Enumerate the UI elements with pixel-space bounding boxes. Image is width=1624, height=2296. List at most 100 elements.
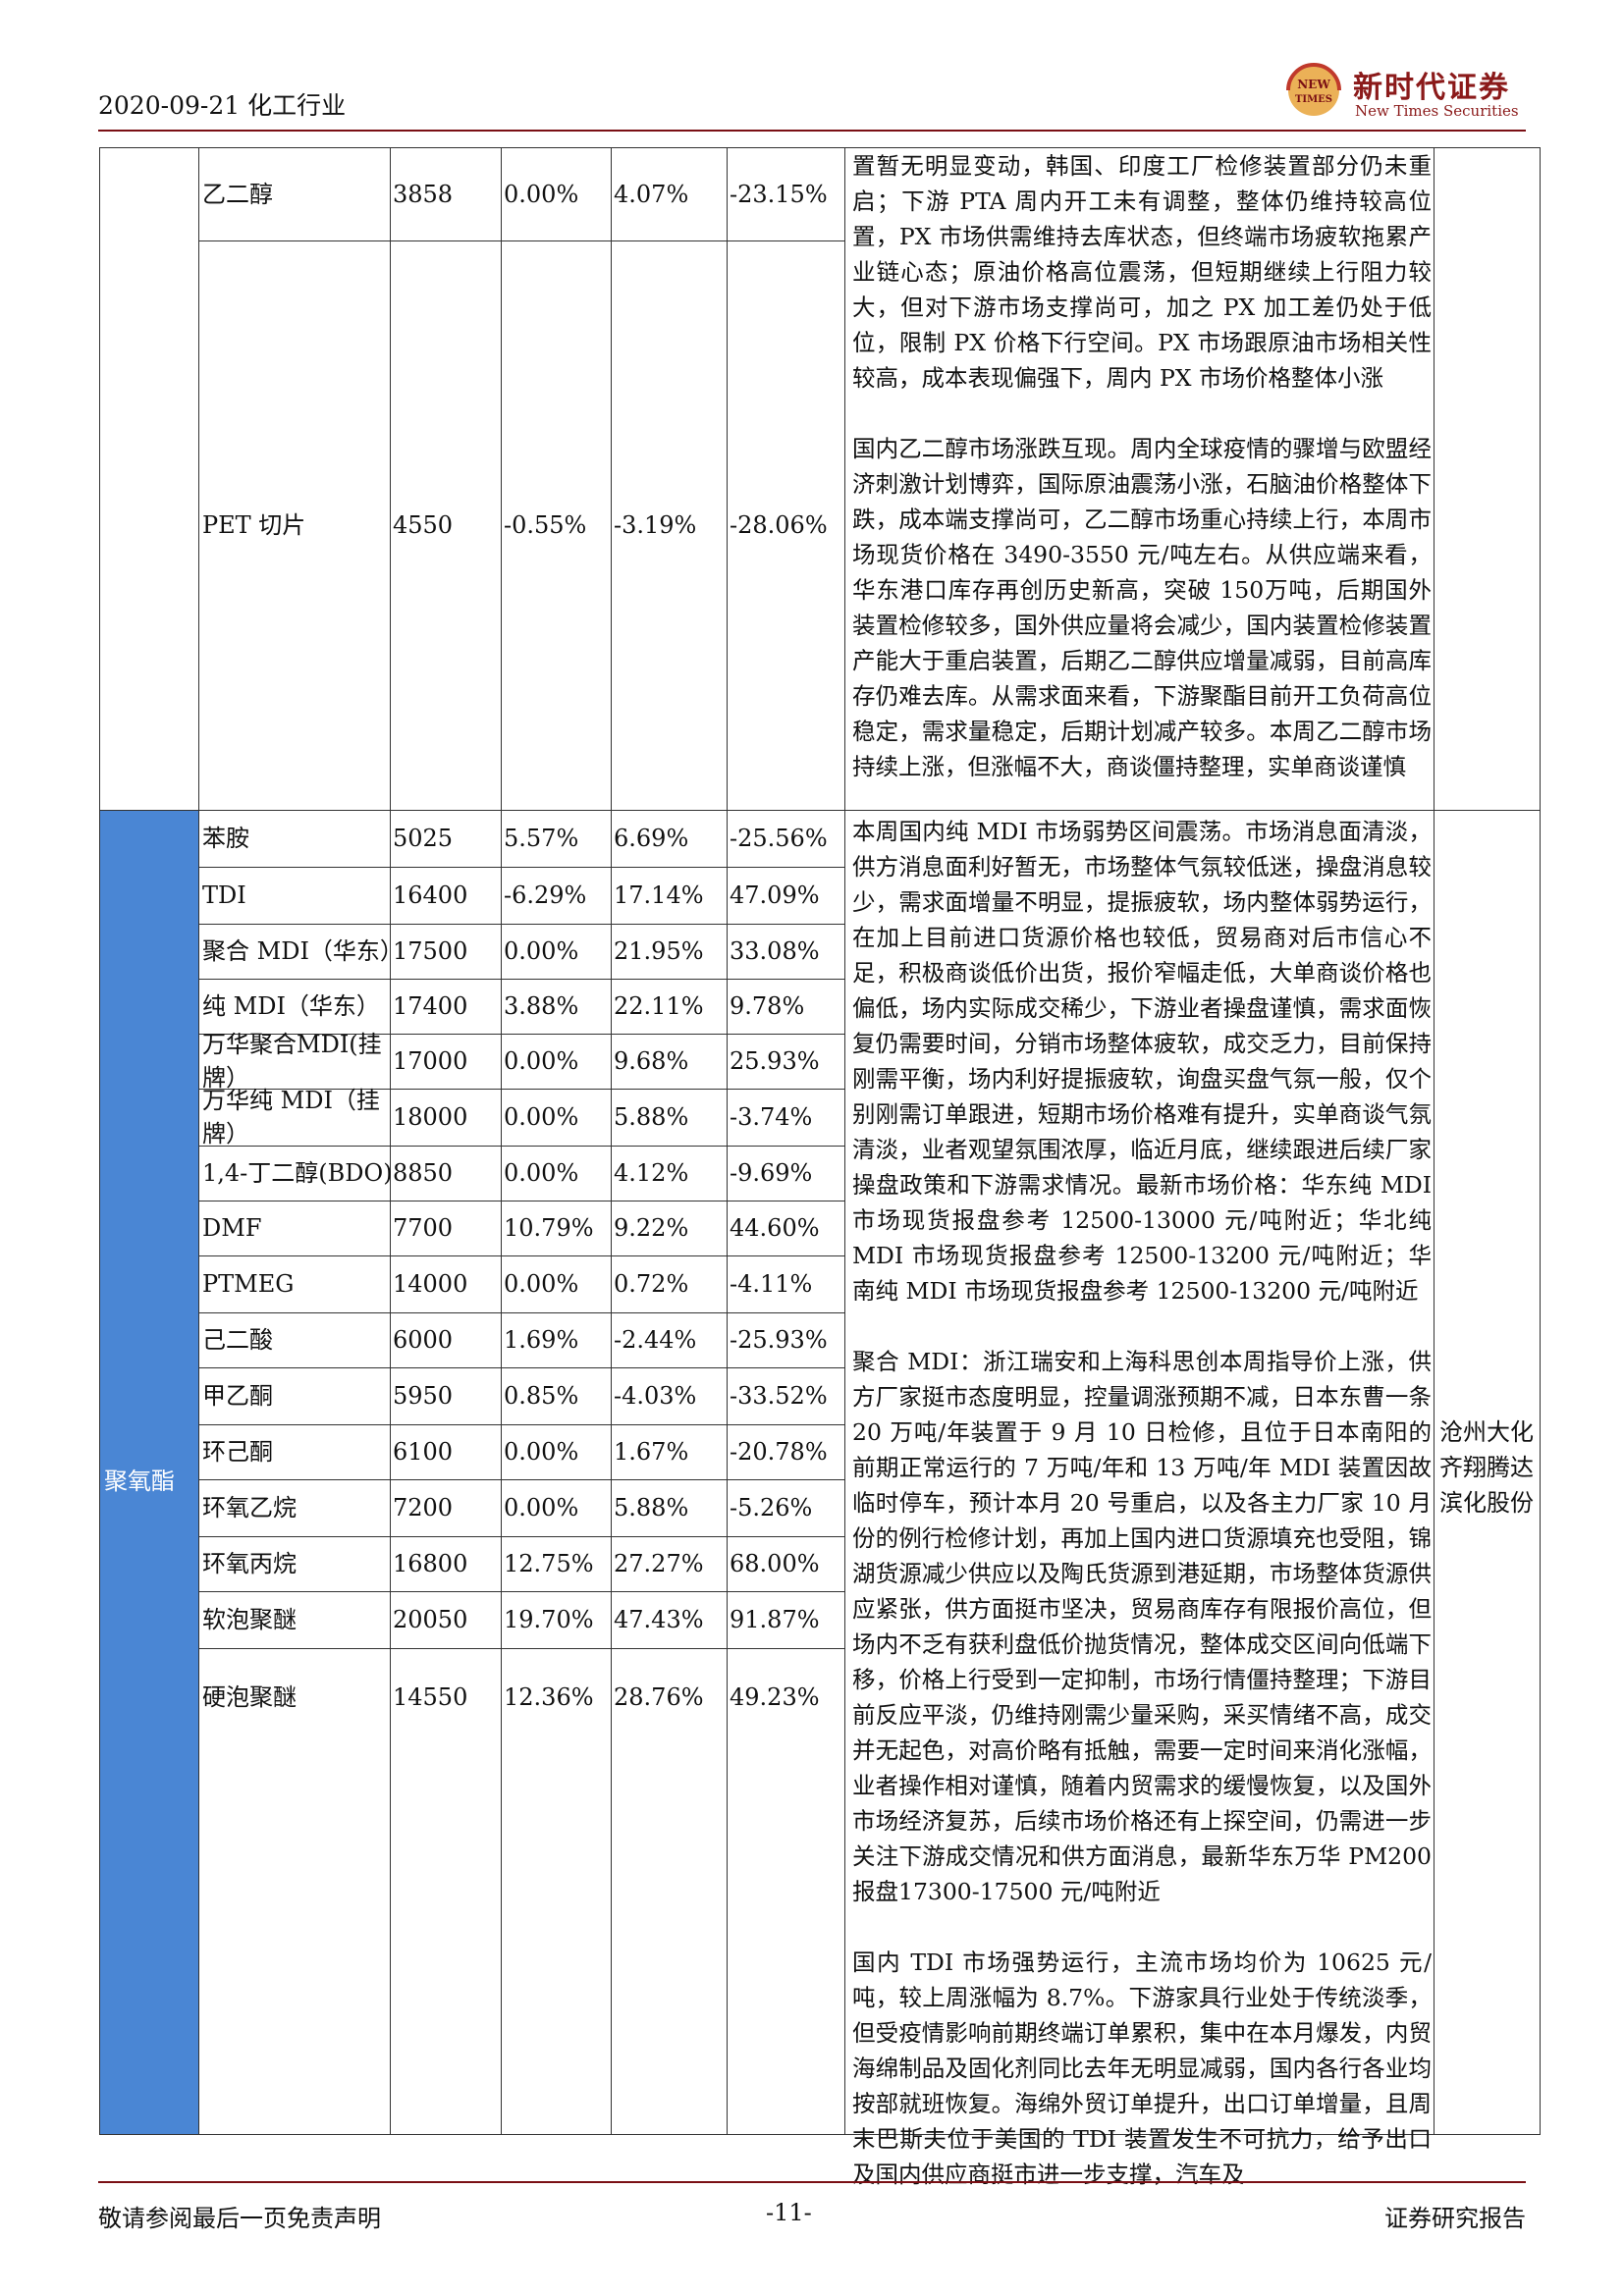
desc-pu: 本周国内纯 MDI 市场弱势区间震荡。市场消息面清淡，供方消息面利好暂无，市场整… [852,814,1432,2192]
rows_pu-price-3: 17400 [393,992,468,1020]
rows_pu-m-15: 28.76% [614,1682,704,1711]
related-companies: 沧州大化齐翔腾达滨化股份 [1439,1418,1534,1517]
rows_pu-price-11: 6100 [393,1438,454,1466]
rows_pu-w-15: 12.36% [504,1682,594,1711]
rows_pu-m-7: 9.22% [614,1214,689,1242]
rows_pu-name-5: 万华纯 MDI（挂牌） [202,1087,380,1148]
rows_pu-m-3: 22.11% [614,992,704,1020]
rows_top-w-1: -0.55% [504,511,587,539]
rows_pu-name-11: 环己酮 [202,1438,273,1466]
rows_pu-m-14: 47.43% [614,1606,704,1633]
rows_pu-name-7: DMF [202,1214,262,1242]
rows_top-name-1: PET 切片 [202,511,306,539]
rows_pu-m-10: -4.03% [614,1382,697,1410]
rows_pu-name-9: 己二酸 [202,1326,273,1354]
rows_pu-m-0: 6.69% [614,825,689,852]
rows_pu-price-0: 5025 [393,825,454,852]
rows_pu-name-3: 纯 MDI（华东） [202,992,380,1020]
rows_pu-y-6: -9.69% [730,1159,813,1187]
category-label: 聚氧酯 [104,1468,175,1495]
rows_pu-name-13: 环氧丙烷 [202,1550,297,1577]
rows_pu-w-4: 0.00% [504,1047,579,1075]
rows_pu-w-13: 12.75% [504,1550,594,1577]
rows_pu-name-15: 硬泡聚醚 [202,1682,297,1711]
rows_pu-m-1: 17.14% [614,881,704,909]
report-date-industry: 2020-09-21 化工行业 [98,91,347,120]
desc-pu-mdi: 本周国内纯 MDI 市场弱势区间震荡。市场消息面清淡，供方消息面利好暂无，市场整… [852,818,1432,1305]
logo-english-name: New Times Securities [1355,102,1519,120]
report-type: 证券研究报告 [1384,2205,1526,2232]
rows_pu-m-13: 27.27% [614,1550,704,1577]
rows_pu-y-10: -33.52% [730,1382,828,1410]
rows_top-name-0: 乙二醇 [202,181,273,208]
rows_pu-y-14: 91.87% [730,1606,820,1633]
rows_pu-name-6: 1,4-丁二醇(BDO) [202,1159,393,1187]
rows_pu-y-5: -3.74% [730,1103,813,1131]
rows_pu-y-11: -20.78% [730,1438,828,1466]
rows_pu-name-12: 环氧乙烷 [202,1494,297,1522]
rows_top-price-1: 4550 [393,511,454,539]
desc-top: 置暂无明显变动，韩国、印度工厂检修装置部分仍未重启；下游 PTA 周内开工未有调… [852,148,1432,784]
rows_pu-w-12: 0.00% [504,1494,579,1522]
rows_pu-price-2: 17500 [393,937,468,965]
rows_pu-y-12: -5.26% [730,1494,813,1522]
rows_pu-m-12: 5.88% [614,1494,689,1522]
rows_pu-y-1: 47.09% [730,881,820,909]
rows_pu-name-14: 软泡聚醚 [202,1606,297,1633]
rows_pu-y-9: -25.93% [730,1326,828,1354]
desc-pu-polymeric-mdi: 聚合 MDI：浙江瑞安和上海科思创本周指导价上涨，供方厂家挺市态度明显，控量调涨… [852,1348,1432,1905]
rows_pu-price-13: 16800 [393,1550,468,1577]
svg-text:NEW: NEW [1297,78,1330,91]
rows_pu-price-12: 7200 [393,1494,454,1522]
rows_pu-price-4: 17000 [393,1047,468,1075]
rows_pu-price-6: 8850 [393,1159,454,1187]
rows_pu-name-10: 甲乙酮 [202,1382,273,1410]
rows_pu-name-2: 聚合 MDI（华东） [202,937,404,965]
rows_pu-w-10: 0.85% [504,1382,579,1410]
rows_pu-price-14: 20050 [393,1606,468,1633]
rows_pu-price-9: 6000 [393,1326,454,1354]
disclaimer-note: 敬请参阅最后一页免责声明 [98,2205,381,2232]
company-logo: NEW TIMES 新时代证券 New Times Securities [1280,59,1526,126]
rows_pu-y-7: 44.60% [730,1214,820,1242]
rows_pu-price-15: 14550 [393,1682,468,1711]
rows_pu-price-5: 18000 [393,1103,468,1131]
rows_pu-w-14: 19.70% [504,1606,594,1633]
svg-text:TIMES: TIMES [1295,94,1332,105]
desc-pu-tdi: 国内 TDI 市场强势运行，主流市场均价为 10625 元/吨，较上周涨幅为 8… [852,1949,1432,2188]
page-number: -11- [766,2199,812,2226]
rows_pu-w-9: 1.69% [504,1326,579,1354]
logo-badge-icon: NEW TIMES [1286,63,1341,116]
rows_pu-w-0: 5.57% [504,825,579,852]
category-cell: 聚氧酯 [100,810,198,2134]
rows_pu-y-4: 25.93% [730,1047,820,1075]
rows_pu-m-6: 4.12% [614,1159,689,1187]
rows_top-m-1: -3.19% [614,511,697,539]
rows_top-w-0: 0.00% [504,181,579,208]
rows_pu-m-8: 0.72% [614,1270,689,1298]
rows_pu-price-1: 16400 [393,881,468,909]
rows_pu-y-3: 9.78% [730,992,805,1020]
rows_top-y-0: -23.15% [730,181,828,208]
rows_pu-name-8: PTMEG [202,1270,295,1298]
rows_pu-y-13: 68.00% [730,1550,820,1577]
rows_pu-w-7: 10.79% [504,1214,594,1242]
rows_top-y-1: -28.06% [730,511,828,539]
rows_pu-m-4: 9.68% [614,1047,689,1075]
page-footer: 敬请参阅最后一页免责声明 -11- 证券研究报告 [98,2181,1526,2232]
desc-top-px: 置暂无明显变动，韩国、印度工厂检修装置部分仍未重启；下游 PTA 周内开工未有调… [852,152,1432,392]
page-header: 2020-09-21 化工行业 NEW TIMES 新时代证券 New Time… [98,59,1526,132]
rows_pu-name-4: 万华聚合MDI(挂牌） [202,1031,382,1092]
rows_pu-price-7: 7700 [393,1214,454,1242]
rows_pu-m-9: -2.44% [614,1326,697,1354]
rows_pu-m-11: 1.67% [614,1438,689,1466]
rows_pu-name-0: 苯胺 [202,825,249,852]
rows_pu-w-1: -6.29% [504,881,587,909]
rows_pu-y-2: 33.08% [730,937,820,965]
rows_pu-price-8: 14000 [393,1270,468,1298]
rows_pu-w-2: 0.00% [504,937,579,965]
rows_top-m-0: 4.07% [614,181,689,208]
rows_pu-m-2: 21.95% [614,937,704,965]
price-table: 聚氧酯 乙二醇 3858 0.00% 4.07% -23.15% PET 切片 4550 -0… [99,147,1541,2188]
rows_pu-w-8: 0.00% [504,1270,579,1298]
